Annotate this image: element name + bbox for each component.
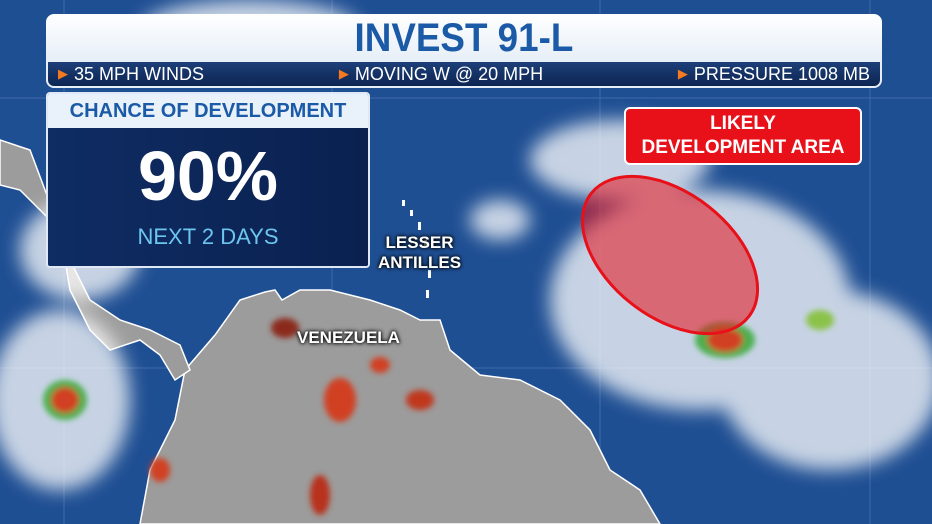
lesser-antilles-islands bbox=[402, 200, 431, 298]
label-venezuela: VENEZUELA bbox=[297, 328, 400, 347]
label-line: ANTILLES bbox=[378, 253, 462, 272]
stat-label: 35 MPH WINDS bbox=[74, 63, 205, 84]
development-area bbox=[580, 174, 760, 336]
stat-winds: ▶ 35 MPH WINDS bbox=[58, 64, 204, 85]
triangle-right-icon: ▶ bbox=[58, 66, 68, 81]
stats-bar: ▶ 35 MPH WINDS ▶ MOVING W @ 20 MPH ▶ PRESSU… bbox=[46, 62, 882, 88]
stat-movement: ▶ MOVING W @ 20 MPH bbox=[339, 64, 543, 85]
stat-label: PRESSURE 1008 MB bbox=[693, 63, 870, 84]
chance-percent: 90% bbox=[137, 137, 279, 215]
title-bar: INVEST 91-L bbox=[46, 14, 882, 62]
south-america bbox=[139, 289, 661, 524]
storm-title: INVEST 91-L bbox=[354, 15, 574, 60]
chance-heading: CHANCE OF DEVELOPMENT bbox=[48, 94, 368, 128]
callout-line1: LIKELY bbox=[710, 113, 776, 134]
chance-period: NEXT 2 DAYS bbox=[137, 224, 279, 249]
label-line: LESSER bbox=[385, 233, 454, 252]
triangle-right-icon: ▶ bbox=[338, 66, 349, 81]
stat-label: MOVING W @ 20 MPH bbox=[354, 63, 544, 84]
triangle-right-icon: ▶ bbox=[677, 66, 688, 81]
likely-development-callout: LIKELY DEVELOPMENT AREA bbox=[624, 107, 862, 165]
stat-pressure: ▶ PRESSURE 1008 MB bbox=[678, 64, 870, 85]
chance-of-development-box: CHANCE OF DEVELOPMENT 90% NEXT 2 DAYS bbox=[46, 92, 370, 268]
label-lesser-antilles: LESSER ANTILLES bbox=[378, 233, 461, 273]
callout-line2: DEVELOPMENT AREA bbox=[641, 137, 845, 158]
